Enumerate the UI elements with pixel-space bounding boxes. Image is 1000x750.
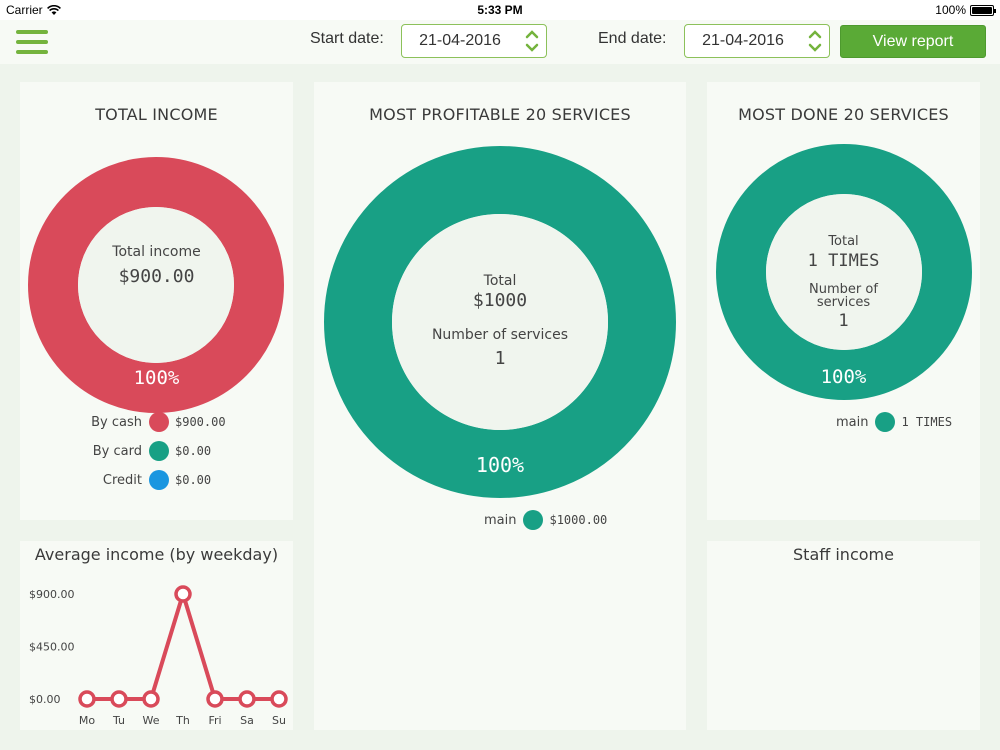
battery-percent: 100%	[935, 3, 966, 17]
menu-icon[interactable]	[16, 30, 48, 54]
most-profitable-center	[392, 214, 608, 430]
legend-label: main	[484, 512, 517, 528]
most-done-count-label-1: Number of	[809, 282, 878, 297]
legend-label: Credit	[102, 472, 142, 488]
end-date-label: End date:	[598, 30, 667, 47]
profitable-count-label: Number of services	[431, 327, 569, 343]
data-point	[110, 690, 128, 708]
profitable-count-value: 1	[494, 348, 506, 369]
most-done-card: MOST DONE 20 SERVICES Total 1 TIMES Numb…	[707, 82, 980, 520]
carrier-indicator: Carrier	[6, 3, 61, 17]
toolbar: Start date: 21-04-2016 End date: 21-04-2…	[0, 20, 1000, 64]
data-point	[206, 690, 224, 708]
x-tick-label: Tu	[112, 714, 125, 727]
start-date-field[interactable]: 21-04-2016	[401, 24, 547, 58]
legend-swatch	[149, 441, 169, 461]
average-income-chart: $900.00 $450.00 $0.00 Mo Tu We Th Fri Sa Su	[29, 585, 288, 727]
x-tick-label: Fri	[208, 714, 221, 727]
legend-by-cash: By cash $900.00	[70, 412, 290, 432]
legend-swatch	[523, 510, 544, 530]
battery-indicator: 100%	[935, 3, 996, 17]
total-income-donut	[28, 157, 284, 413]
wifi-icon	[46, 4, 61, 15]
most-profitable-donut	[324, 146, 676, 498]
y-tick-label: $0.00	[29, 693, 61, 706]
start-date-value: 21-04-2016	[419, 32, 501, 49]
profitable-total-value: $1000	[472, 290, 528, 311]
legend-label: main	[836, 414, 869, 430]
staff-income-title: Staff income	[793, 545, 894, 564]
end-date-field[interactable]: 21-04-2016	[684, 24, 830, 58]
y-tick-label: $900.00	[29, 588, 75, 601]
y-tick-label: $450.00	[29, 641, 75, 654]
start-date-stepper-icon[interactable]	[524, 27, 540, 55]
view-report-button[interactable]: View report	[840, 25, 986, 58]
total-income-center	[78, 207, 234, 363]
x-tick-label: Mo	[79, 714, 95, 727]
battery-icon	[970, 4, 996, 16]
legend-main: main 1 TIMES	[836, 412, 952, 432]
legend-value: $0.00	[175, 444, 212, 458]
carrier-label: Carrier	[6, 3, 43, 17]
legend-swatch	[875, 412, 896, 432]
x-tick-label: Th	[175, 714, 190, 727]
total-income-center-label: Total income	[112, 244, 201, 260]
most-done-center	[766, 194, 922, 350]
data-point	[270, 690, 288, 708]
average-income-title: Average income (by weekday)	[34, 545, 279, 564]
legend-value: 1 TIMES	[901, 415, 953, 429]
x-tick-label: Sa	[240, 714, 254, 727]
legend-value: $900.00	[175, 415, 226, 429]
data-point	[142, 690, 160, 708]
most-done-donut	[716, 144, 972, 400]
most-done-total-label: Total	[828, 234, 859, 249]
legend-credit: Credit $0.00	[70, 470, 290, 490]
most-profitable-title: MOST PROFITABLE 20 SERVICES	[369, 105, 631, 124]
data-point	[238, 690, 256, 708]
series-line	[87, 592, 279, 701]
staff-income-card: Staff income	[707, 541, 980, 730]
most-profitable-ring	[324, 146, 676, 498]
x-tick-label: We	[143, 714, 160, 727]
most-done-count-value: 1	[838, 311, 849, 331]
end-date-stepper-icon[interactable]	[807, 27, 823, 55]
profitable-percent: 100%	[475, 453, 525, 477]
legend-label: By cash	[91, 414, 142, 430]
total-income-center-value: $900.00	[118, 266, 195, 287]
data-point	[174, 585, 192, 603]
status-bar: Carrier 5:33 PM 100%	[0, 0, 1000, 20]
most-done-count-label-2: services	[816, 295, 871, 310]
legend-by-card: By card $0.00	[70, 441, 290, 461]
x-tick-label: Su	[272, 714, 286, 727]
legend-value: $1000.00	[549, 513, 608, 527]
legend-swatch	[149, 412, 169, 432]
total-income-ring	[28, 157, 284, 413]
legend-value: $0.00	[175, 473, 212, 487]
total-income-title: TOTAL INCOME	[95, 105, 218, 124]
legend-main: main $1000.00	[484, 510, 607, 530]
profitable-total-label: Total	[483, 273, 517, 289]
legend-swatch	[149, 470, 169, 490]
status-time: 5:33 PM	[477, 3, 523, 17]
most-profitable-card: MOST PROFITABLE 20 SERVICES Total $1000 …	[314, 82, 686, 730]
data-point	[78, 690, 96, 708]
most-done-ring	[716, 144, 972, 400]
most-done-percent: 100%	[820, 366, 867, 388]
total-income-card: TOTAL INCOME Total income $900.00 100% B…	[20, 82, 293, 520]
most-done-total-value: 1 TIMES	[807, 251, 880, 271]
average-income-card: Average income (by weekday) $900.00 $450.…	[20, 541, 293, 730]
most-done-title: MOST DONE 20 SERVICES	[738, 105, 949, 124]
end-date-value: 21-04-2016	[702, 32, 784, 49]
total-income-percent: 100%	[133, 367, 180, 389]
legend-label: By card	[92, 443, 142, 459]
start-date-label: Start date:	[310, 30, 384, 47]
